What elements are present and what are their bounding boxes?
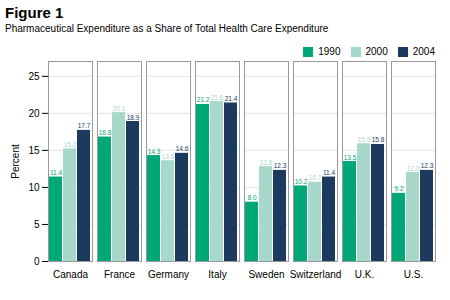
svg-text:21.6: 21.6	[211, 94, 224, 101]
svg-text:18.9: 18.9	[127, 114, 140, 121]
svg-text:13.5: 13.5	[344, 154, 357, 161]
svg-text:15: 15	[28, 145, 40, 156]
svg-text:13.6: 13.6	[162, 153, 175, 160]
html-text:Pharmaceutical Expenditure as: Pharmaceutical Expenditure as a Share of…	[5, 23, 329, 34]
svg-text:12.3: 12.3	[421, 162, 434, 169]
svg-text:20.1: 20.1	[113, 105, 126, 112]
svg-text:15.8: 15.8	[372, 136, 385, 143]
svg-text:Italy: Italy	[208, 269, 226, 280]
svg-text:16.8: 16.8	[99, 129, 112, 136]
svg-text:20: 20	[28, 108, 40, 119]
svg-text:21.4: 21.4	[225, 95, 238, 102]
html-text:2000: 2000	[365, 46, 388, 57]
svg-text:Sweden: Sweden	[248, 269, 284, 280]
svg-text:17.7: 17.7	[78, 122, 91, 129]
svg-text:U.S.: U.S.	[404, 269, 423, 280]
svg-text:5: 5	[34, 219, 40, 230]
svg-text:France: France	[104, 269, 136, 280]
svg-text:0: 0	[34, 256, 40, 267]
svg-text:15.2: 15.2	[64, 141, 77, 148]
html-text:2004: 2004	[412, 46, 435, 57]
svg-text:10.7: 10.7	[309, 174, 322, 181]
svg-text:Switzerland: Switzerland	[290, 269, 342, 280]
svg-text:10.2: 10.2	[295, 178, 308, 185]
svg-text:10: 10	[28, 182, 40, 193]
html-text:Figure 1: Figure 1	[5, 4, 64, 21]
svg-text:21.2: 21.2	[197, 96, 210, 103]
svg-text:11.4: 11.4	[50, 169, 63, 176]
svg-text:Germany: Germany	[148, 269, 189, 280]
svg-text:14.6: 14.6	[176, 145, 189, 152]
svg-text:25: 25	[28, 71, 40, 82]
svg-text:9.2: 9.2	[394, 185, 403, 192]
svg-text:U.K.: U.K.	[355, 269, 374, 280]
svg-text:12.0: 12.0	[407, 165, 420, 172]
svg-text:12.8: 12.8	[260, 159, 273, 166]
svg-text:11.4: 11.4	[323, 169, 336, 176]
svg-text:12.3: 12.3	[274, 162, 287, 169]
svg-text:14.3: 14.3	[148, 148, 161, 155]
svg-text:8.0: 8.0	[247, 194, 256, 201]
html-text:1990: 1990	[318, 46, 341, 57]
svg-text:Percent: Percent	[10, 144, 21, 179]
svg-text:15.9: 15.9	[358, 136, 371, 143]
svg-text:Canada: Canada	[53, 269, 88, 280]
